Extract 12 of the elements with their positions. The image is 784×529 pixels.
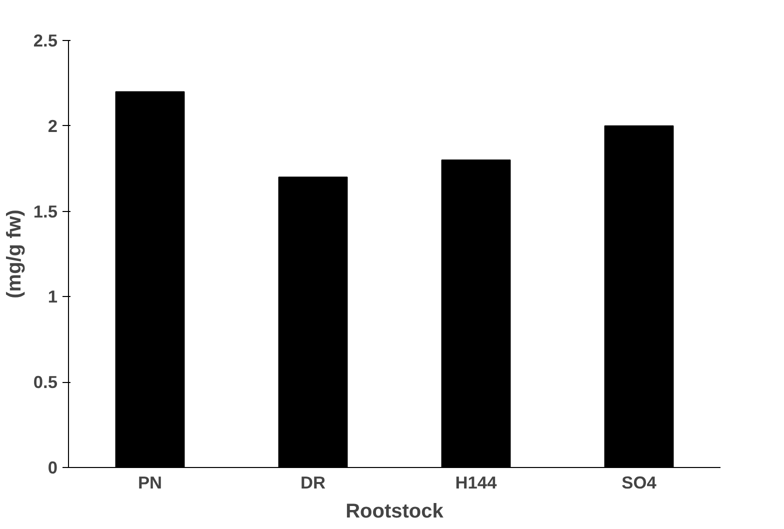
x-axis-title: Rootstock <box>346 500 444 522</box>
y-tick-label: 0 <box>48 458 58 478</box>
x-tick-label: SO4 <box>622 472 657 492</box>
y-tick-label: 2.5 <box>33 30 58 50</box>
y-tick-label: 1 <box>48 286 58 307</box>
y-tick-label: 0.5 <box>33 372 58 392</box>
y-tick-label: 1.5 <box>33 201 58 222</box>
x-tick-label: DR <box>300 472 326 492</box>
y-axis-title: (mg/g fw) <box>3 210 26 298</box>
y-tick-label: 2 <box>48 116 58 136</box>
x-tick-label: PN <box>138 472 162 492</box>
x-tick-label: H144 <box>455 472 498 492</box>
